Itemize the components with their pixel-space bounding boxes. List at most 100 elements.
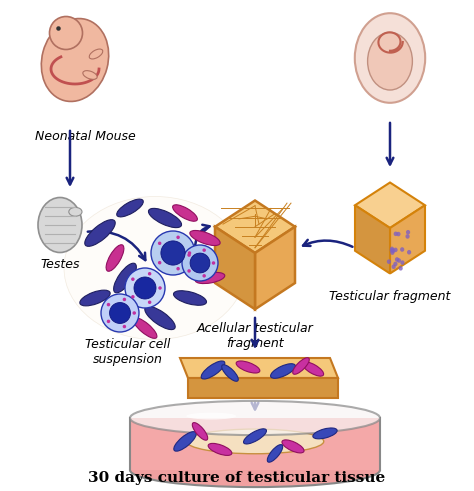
Ellipse shape: [133, 311, 136, 315]
Ellipse shape: [302, 362, 324, 376]
Polygon shape: [180, 358, 338, 378]
Ellipse shape: [41, 19, 109, 102]
Text: Testicular fragment: Testicular fragment: [329, 290, 451, 303]
Ellipse shape: [69, 207, 82, 216]
Ellipse shape: [244, 429, 266, 444]
Ellipse shape: [83, 71, 97, 80]
Ellipse shape: [158, 261, 162, 265]
Polygon shape: [215, 200, 295, 253]
Ellipse shape: [123, 298, 126, 301]
Ellipse shape: [393, 247, 398, 252]
Ellipse shape: [125, 268, 165, 308]
Ellipse shape: [390, 250, 394, 255]
Ellipse shape: [109, 302, 130, 324]
Text: Neonatal Mouse: Neonatal Mouse: [35, 130, 136, 143]
Ellipse shape: [202, 274, 206, 277]
Ellipse shape: [114, 263, 137, 293]
Polygon shape: [355, 183, 425, 228]
Ellipse shape: [80, 290, 110, 306]
Ellipse shape: [173, 291, 207, 305]
Ellipse shape: [187, 253, 191, 257]
Ellipse shape: [236, 361, 260, 373]
Ellipse shape: [38, 197, 82, 252]
Ellipse shape: [195, 273, 225, 284]
Polygon shape: [188, 378, 338, 398]
Ellipse shape: [397, 258, 401, 263]
Text: Testes: Testes: [40, 258, 80, 271]
Ellipse shape: [161, 241, 185, 265]
Ellipse shape: [202, 248, 206, 252]
Ellipse shape: [390, 246, 394, 251]
Ellipse shape: [201, 361, 225, 379]
Ellipse shape: [393, 262, 398, 266]
Ellipse shape: [401, 260, 404, 265]
Ellipse shape: [130, 453, 380, 487]
Ellipse shape: [208, 443, 232, 456]
Ellipse shape: [117, 199, 143, 217]
Text: 30 days culture of testicular tissue: 30 days culture of testicular tissue: [88, 471, 386, 485]
Polygon shape: [130, 418, 380, 470]
Ellipse shape: [101, 294, 139, 332]
Ellipse shape: [190, 230, 220, 246]
Polygon shape: [215, 227, 255, 309]
Ellipse shape: [392, 265, 396, 269]
Ellipse shape: [186, 412, 236, 419]
Ellipse shape: [267, 444, 283, 462]
Ellipse shape: [158, 286, 162, 290]
Ellipse shape: [212, 261, 215, 265]
Ellipse shape: [395, 257, 399, 262]
Ellipse shape: [123, 325, 126, 328]
Ellipse shape: [393, 232, 398, 236]
Ellipse shape: [107, 303, 110, 306]
Ellipse shape: [158, 242, 162, 245]
Ellipse shape: [187, 269, 191, 273]
Ellipse shape: [148, 208, 182, 228]
Ellipse shape: [400, 247, 404, 252]
Ellipse shape: [151, 231, 195, 275]
Ellipse shape: [406, 230, 410, 235]
Ellipse shape: [134, 277, 156, 299]
Ellipse shape: [355, 13, 425, 103]
Ellipse shape: [148, 300, 151, 304]
Ellipse shape: [391, 248, 395, 253]
Ellipse shape: [405, 234, 410, 239]
Ellipse shape: [176, 236, 180, 239]
Ellipse shape: [106, 245, 124, 272]
Ellipse shape: [85, 219, 115, 246]
Ellipse shape: [176, 267, 180, 271]
Ellipse shape: [174, 432, 196, 451]
Ellipse shape: [131, 295, 135, 299]
Ellipse shape: [173, 205, 197, 221]
Ellipse shape: [145, 306, 175, 329]
Polygon shape: [390, 205, 425, 273]
Ellipse shape: [188, 251, 191, 255]
Text: Acellular testicular
fragment: Acellular testicular fragment: [197, 322, 313, 350]
Ellipse shape: [399, 266, 403, 271]
Ellipse shape: [368, 32, 412, 90]
Ellipse shape: [186, 429, 324, 454]
Ellipse shape: [49, 17, 82, 50]
Ellipse shape: [190, 253, 210, 273]
Ellipse shape: [56, 26, 61, 31]
Ellipse shape: [131, 277, 135, 281]
Ellipse shape: [387, 259, 391, 264]
Ellipse shape: [107, 320, 110, 323]
Polygon shape: [355, 205, 390, 273]
Ellipse shape: [282, 440, 304, 453]
Ellipse shape: [293, 358, 309, 374]
Ellipse shape: [271, 364, 295, 378]
Ellipse shape: [396, 232, 401, 236]
Ellipse shape: [407, 250, 411, 254]
Ellipse shape: [192, 423, 208, 440]
Ellipse shape: [133, 318, 157, 338]
Ellipse shape: [182, 245, 218, 281]
Ellipse shape: [222, 365, 238, 382]
Ellipse shape: [89, 49, 103, 59]
Ellipse shape: [148, 272, 151, 275]
Ellipse shape: [390, 248, 394, 253]
Ellipse shape: [130, 401, 380, 435]
Polygon shape: [255, 227, 295, 309]
Text: Testicular cell
suspension: Testicular cell suspension: [85, 338, 171, 366]
Ellipse shape: [64, 196, 246, 339]
Ellipse shape: [313, 428, 337, 439]
